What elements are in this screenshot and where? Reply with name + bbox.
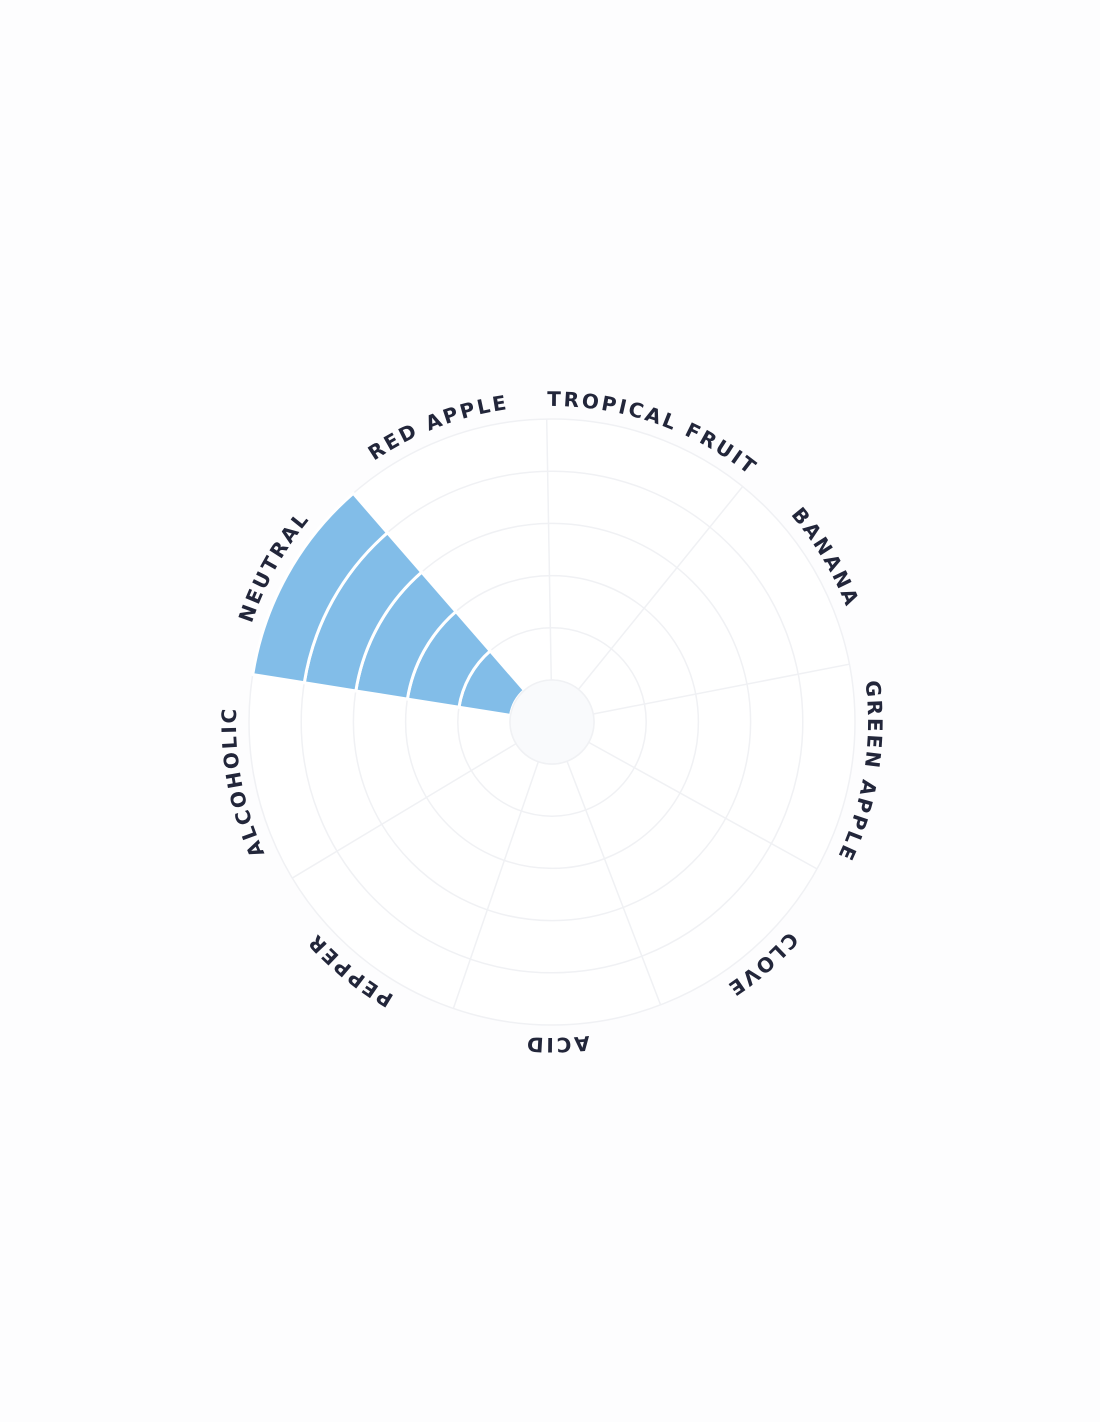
grid-spoke	[593, 663, 850, 715]
grid-ring	[457, 627, 647, 817]
grid-ring	[300, 470, 804, 974]
bar-segment	[251, 491, 389, 685]
center-hole	[509, 679, 595, 765]
category-label: ACID	[524, 1031, 591, 1057]
grid-ring	[248, 418, 856, 1026]
category-label-path: ACID	[524, 1031, 588, 1057]
grid-ring	[404, 574, 700, 870]
grid-spoke	[291, 742, 517, 879]
grid-spoke	[452, 761, 540, 1009]
grid-ring	[352, 522, 752, 922]
grid-spoke	[577, 486, 744, 690]
grid-spoke	[588, 741, 818, 870]
grid-spoke	[566, 760, 662, 1006]
grid-spoke	[545, 419, 553, 681]
